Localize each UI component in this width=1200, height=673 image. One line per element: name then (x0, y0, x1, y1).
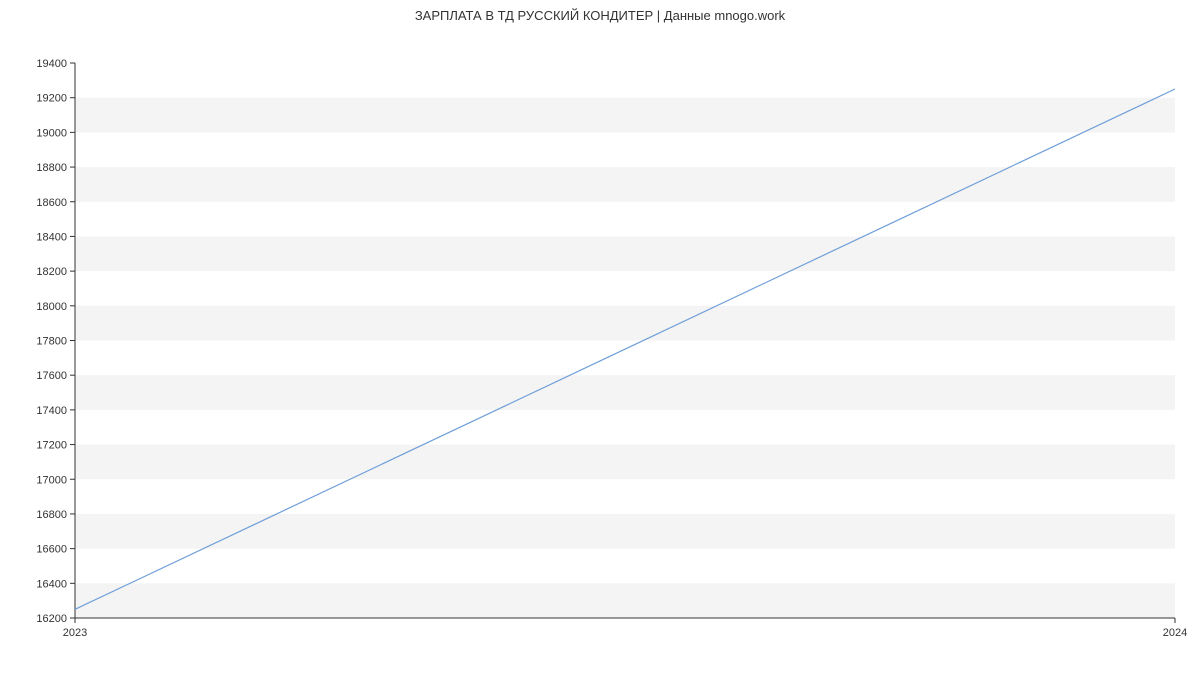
grid-band (75, 306, 1175, 341)
y-tick-label: 17600 (36, 370, 67, 382)
y-tick-label: 18600 (36, 197, 67, 209)
y-tick-label: 19200 (36, 93, 67, 105)
y-tick-label: 18800 (36, 162, 67, 174)
chart-svg: 16200 16400 16600 16800 17000 17200 17400 17600… (0, 23, 1200, 673)
y-tick-label: 16200 (36, 613, 67, 625)
y-tick-label: 19000 (36, 127, 67, 139)
grid-band (75, 167, 1175, 202)
y-tick-label: 18200 (36, 266, 67, 278)
grid-band (75, 583, 1175, 618)
y-tick-label: 18000 (36, 301, 67, 313)
y-tick-label: 16400 (36, 578, 67, 590)
y-tick-label: 17200 (36, 440, 67, 452)
chart-title: ЗАРПЛАТА В ТД РУССКИЙ КОНДИТЕР | Данные … (0, 0, 1200, 23)
y-tick-label: 19400 (36, 58, 67, 70)
x-tick-label: 2024 (1163, 627, 1187, 639)
y-tick-label: 16800 (36, 509, 67, 521)
y-tick-label: 17400 (36, 405, 67, 417)
grid-band (75, 236, 1175, 271)
y-tick-label: 16600 (36, 544, 67, 556)
grid-band (75, 445, 1175, 480)
salary-chart: ЗАРПЛАТА В ТД РУССКИЙ КОНДИТЕР | Данные … (0, 0, 1200, 650)
x-tick-label: 2023 (63, 627, 87, 639)
y-tick-label: 17000 (36, 474, 67, 486)
y-tick-label: 18400 (36, 231, 67, 243)
grid-band (75, 375, 1175, 410)
y-tick-label: 17800 (36, 336, 67, 348)
grid-band (75, 98, 1175, 133)
